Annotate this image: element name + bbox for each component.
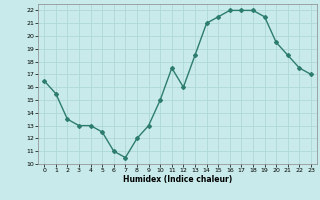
X-axis label: Humidex (Indice chaleur): Humidex (Indice chaleur) [123,175,232,184]
